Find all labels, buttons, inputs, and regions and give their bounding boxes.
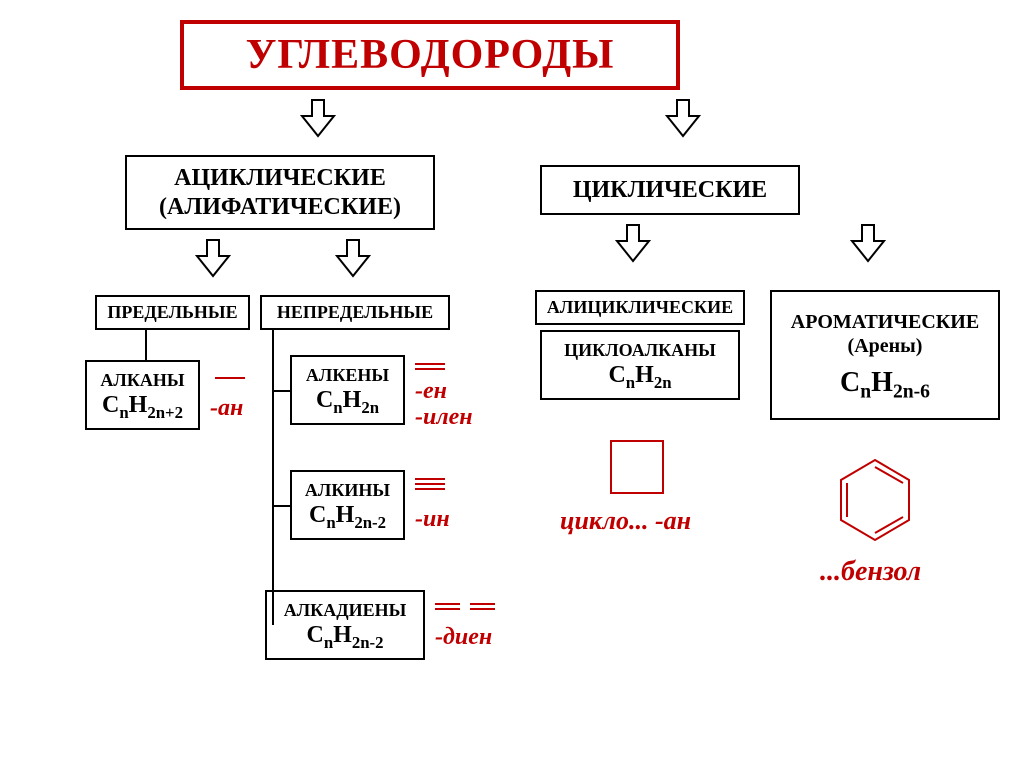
alicyclic-label: АЛИЦИКЛИЧЕСКИЕ <box>547 297 733 319</box>
acyclic-line1: АЦИКЛИЧЕСКИЕ <box>174 164 386 193</box>
alicyclic-box: АЛИЦИКЛИЧЕСКИЕ <box>535 290 745 325</box>
alkenes-name: АЛКЕНЫ <box>306 365 389 387</box>
arrow-title-to-cyclic <box>665 98 701 138</box>
acyclic-line2: (АЛИФАТИЧЕСКИЕ) <box>159 193 401 222</box>
two-double-bond-icon <box>435 600 495 613</box>
arrow-cyclic-left <box>615 223 651 263</box>
alkanes-formula: CnH2n+2 <box>102 391 183 420</box>
cyclic-label: ЦИКЛИЧЕСКИЕ <box>573 176 767 205</box>
alkenes-box: АЛКЕНЫ CnH2n <box>290 355 405 425</box>
square-icon <box>610 440 664 494</box>
double-bond-icon <box>415 360 445 373</box>
alkanes-name: АЛКАНЫ <box>100 370 184 392</box>
benzol-label: ...бензол <box>820 556 921 588</box>
suffix-an: -ан <box>210 395 243 422</box>
alkanes-box: АЛКАНЫ CnH2n+2 <box>85 360 200 430</box>
suffix-cyclo: цикло... -ан <box>560 506 691 536</box>
arrow-cyclic-right <box>850 223 886 263</box>
alkadienes-box: АЛКАДИЕНЫ CnH2n-2 <box>265 590 425 660</box>
alkynes-box: АЛКИНЫ CnH2n-2 <box>290 470 405 540</box>
cycloalkanes-box: ЦИКЛОАЛКАНЫ CnH2n <box>540 330 740 400</box>
benzene-icon <box>835 455 915 550</box>
aromatic-line1: АРОМАТИЧЕСКИЕ <box>791 310 979 334</box>
arrow-acyclic-right <box>335 238 371 278</box>
alkenes-formula: CnH2n <box>316 386 379 415</box>
unsaturated-label: НЕПРЕДЕЛЬНЫЕ <box>277 302 433 324</box>
suffix-in: -ин <box>415 506 450 533</box>
title-text: УГЛЕВОДОРОДЫ <box>246 30 615 80</box>
conn-h2 <box>272 505 290 507</box>
conn-vert <box>272 330 274 625</box>
title-box: УГЛЕВОДОРОДЫ <box>180 20 680 90</box>
aromatic-line2: (Арены) <box>848 334 923 358</box>
acyclic-box: АЦИКЛИЧЕСКИЕ (АЛИФАТИЧЕСКИЕ) <box>125 155 435 230</box>
alkadienes-formula: CnH2n-2 <box>306 621 383 650</box>
alkynes-name: АЛКИНЫ <box>305 480 390 502</box>
cycloalkanes-formula: CnH2n <box>608 361 671 390</box>
arrow-acyclic-left <box>195 238 231 278</box>
conn-sat <box>145 330 147 360</box>
cyclic-box: ЦИКЛИЧЕСКИЕ <box>540 165 800 215</box>
cycloalkanes-name: ЦИКЛОАЛКАНЫ <box>564 340 716 362</box>
arrow-title-to-acyclic <box>300 98 336 138</box>
unsaturated-box: НЕПРЕДЕЛЬНЫЕ <box>260 295 450 330</box>
single-bond-icon <box>215 374 245 382</box>
alkynes-formula: CnH2n-2 <box>309 501 386 530</box>
aromatic-box: АРОМАТИЧЕСКИЕ (Арены) CnH2n-6 <box>770 290 1000 420</box>
suffix-ilen: -илен <box>415 404 473 431</box>
triple-bond-icon <box>415 475 445 493</box>
conn-h1 <box>272 390 290 392</box>
suffix-en: -ен <box>415 378 447 405</box>
saturated-label: ПРЕДЕЛЬНЫЕ <box>107 302 237 324</box>
aromatic-formula: CnH2n-6 <box>840 366 930 400</box>
saturated-box: ПРЕДЕЛЬНЫЕ <box>95 295 250 330</box>
alkadienes-name: АЛКАДИЕНЫ <box>284 600 407 622</box>
suffix-dien: -диен <box>435 624 492 651</box>
